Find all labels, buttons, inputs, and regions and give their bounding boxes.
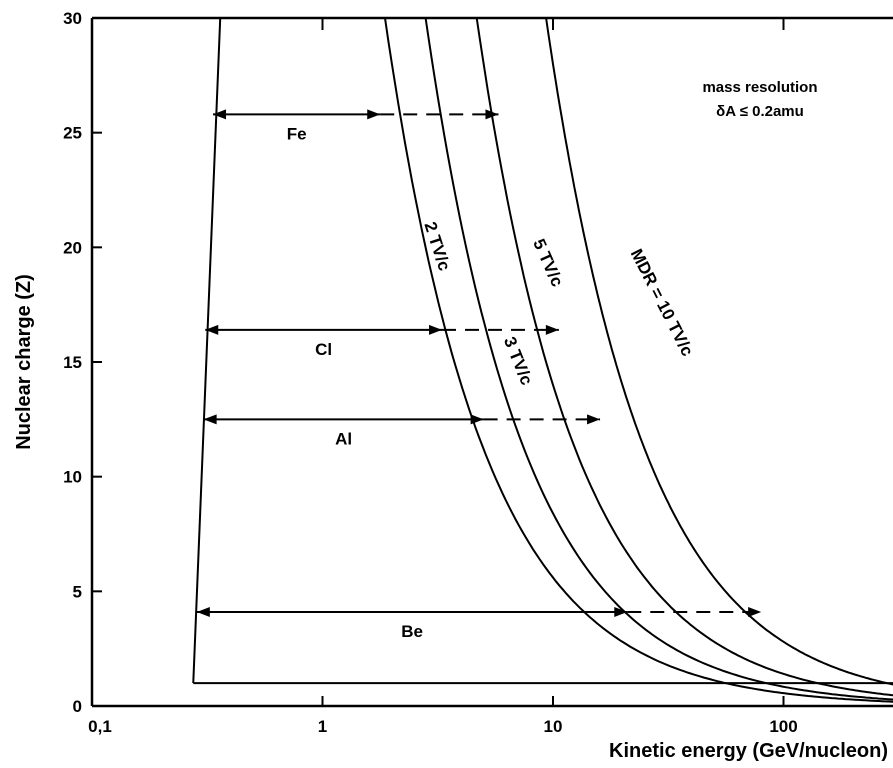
- x-tick-label-3: 100: [769, 717, 797, 736]
- y-tick-label-4: 20: [63, 238, 82, 257]
- series-curve-0: [384, 17, 893, 703]
- arrow-left-Cl: [205, 324, 219, 335]
- series-curve-2: [475, 17, 893, 697]
- series-label-3: MDR = 10 TV/c: [627, 246, 697, 359]
- element-label-Al: Al: [335, 429, 352, 448]
- y-tick-label-0: 0: [73, 697, 82, 716]
- arrow-mid-Be: [614, 606, 628, 617]
- y-tick-label-5: 25: [63, 124, 82, 143]
- y-axis-title: Nuclear charge (Z): [13, 274, 35, 450]
- y-tick-label-2: 10: [63, 468, 82, 487]
- element-label-Be: Be: [401, 622, 423, 641]
- arrow-right-Fe: [485, 109, 499, 120]
- arrow-mid-Fe: [367, 109, 381, 120]
- annotation-line-1: mass resolution: [702, 79, 817, 96]
- series-label-1: 3 TV/c: [500, 334, 536, 388]
- series-curve-1: [424, 17, 893, 701]
- x-tick-label-1: 1: [318, 717, 327, 736]
- x-tick-label-0: 0,1: [88, 717, 112, 736]
- arrow-right-Cl: [545, 324, 559, 335]
- arrow-right-Al: [587, 414, 601, 425]
- arrow-left-Al: [203, 414, 217, 425]
- element-label-Fe: Fe: [287, 124, 307, 143]
- y-tick-label-1: 5: [73, 582, 82, 601]
- element-label-Cl: Cl: [315, 340, 332, 359]
- series-curve-3: [545, 17, 893, 686]
- annotation-line-2: δA ≤ 0.2amu: [716, 103, 804, 120]
- series-label-2: 5 TV/c: [529, 236, 567, 289]
- x-tick-label-2: 10: [544, 717, 563, 736]
- arrow-left-Fe: [213, 109, 227, 120]
- y-tick-label-3: 15: [63, 353, 82, 372]
- element-ranges: Fe Cl Al Be: [196, 109, 762, 641]
- x-axis-title: Kinetic energy (GeV/nucleon): [609, 740, 888, 762]
- series-group: 2 TV/c3 TV/c5 TV/c MDR = 10 TV/c: [192, 17, 893, 703]
- y-tick-label-6: 30: [63, 9, 82, 28]
- arrow-mid-Cl: [429, 324, 443, 335]
- arrow-right-Be: [748, 606, 762, 617]
- arrow-mid-Al: [470, 414, 484, 425]
- arrow-left-Be: [196, 606, 210, 617]
- axis-ticks: 0,1 1 10 100 0 5 10 15 20 25 30: [63, 9, 798, 736]
- threshold-line: [192, 17, 222, 684]
